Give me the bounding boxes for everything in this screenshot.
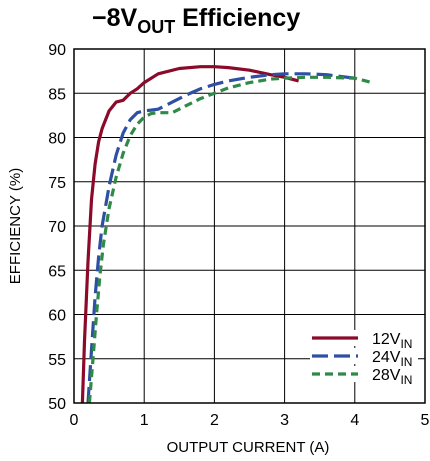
- plot-border: [73, 48, 426, 404]
- y-tick-label: 90: [48, 42, 66, 59]
- plot-frame: [73, 48, 426, 404]
- legend-bg: [310, 348, 418, 364]
- series-line-0: [80, 65, 299, 404]
- chart-title-pre: −8V: [92, 4, 138, 32]
- series-line-2: [87, 75, 373, 404]
- x-tick-label: 4: [350, 412, 359, 429]
- y-tick-label: 80: [48, 131, 66, 148]
- y-tick-label: 70: [48, 219, 66, 236]
- legend-label-1: 24VIN: [372, 349, 412, 369]
- series-layer: [80, 65, 373, 404]
- legend-label-2: 28VIN: [372, 367, 412, 387]
- y-tick-label: 60: [48, 308, 66, 325]
- x-tick-label: 0: [70, 412, 79, 429]
- x-tick-label: 1: [140, 412, 149, 429]
- y-tick-label: 85: [48, 86, 66, 103]
- y-tick-label: 50: [48, 396, 66, 413]
- chart-title-post: Efficiency: [175, 4, 300, 32]
- y-tick-label: 75: [48, 175, 66, 192]
- legend-bg: [310, 330, 418, 346]
- chart-title: −8VOUT Efficiency: [92, 4, 300, 37]
- legend-bg: [310, 366, 418, 382]
- y-axis-label: EFFICIENCY (%): [7, 168, 24, 284]
- chart-title-sub: OUT: [137, 17, 175, 37]
- y-tick-label: 55: [48, 352, 66, 369]
- y-tick-label: 65: [48, 263, 66, 280]
- x-tick-label: 5: [421, 412, 430, 429]
- x-tick-label: 3: [280, 412, 289, 429]
- x-tick-label: 2: [210, 412, 219, 429]
- series-line-1: [86, 72, 355, 404]
- x-axis-label: OUTPUT CURRENT (A): [167, 439, 330, 456]
- legend-label-0: 12VIN: [372, 331, 412, 351]
